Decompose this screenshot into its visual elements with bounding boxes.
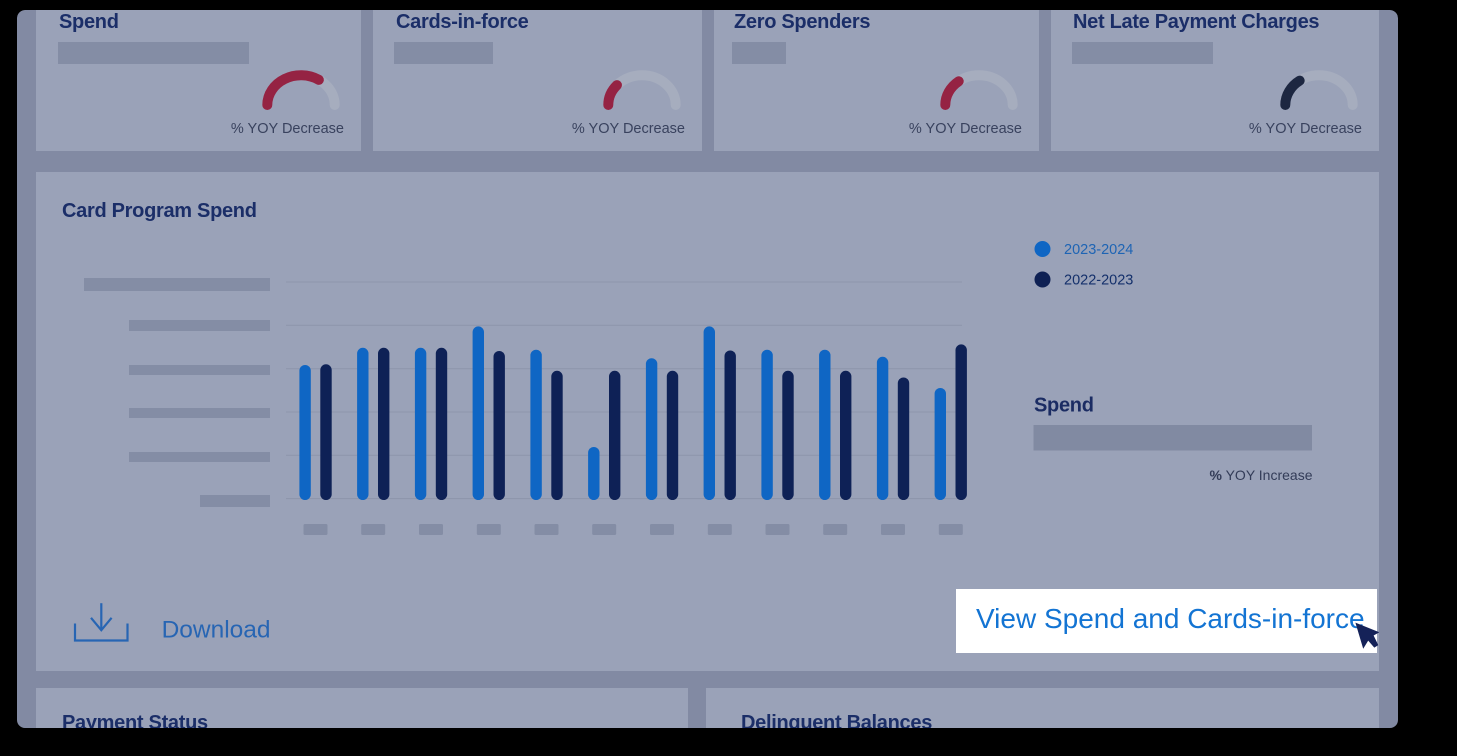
svg-text:Download: Download	[162, 616, 271, 643]
svg-text:% YOY Increase: % YOY Increase	[1210, 467, 1313, 483]
svg-text:View Spend and Cards-in-force: View Spend and Cards-in-force	[976, 603, 1365, 634]
svg-text:2022-2023: 2022-2023	[1064, 272, 1133, 288]
svg-text:Spend: Spend	[1034, 395, 1094, 417]
svg-text:2023-2024: 2023-2024	[1064, 242, 1133, 258]
